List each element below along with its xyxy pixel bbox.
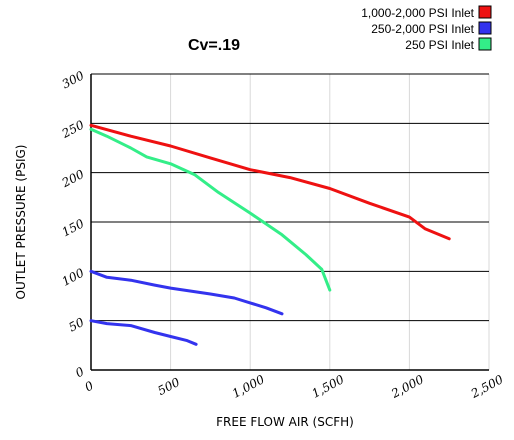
x-tick-labels: 0 500 1,000 1,500 2,000 2,500: [82, 372, 505, 401]
series-line-3: [89, 319, 198, 346]
y-tick-label: 300: [60, 68, 87, 91]
series-line-1: [89, 123, 451, 241]
series-line-4: [89, 127, 332, 292]
series-line-2: [89, 269, 284, 316]
y-tick-label: 50: [66, 315, 86, 335]
y-axis-label: OUTLET PRESSURE (PSIG): [14, 145, 28, 300]
series-lines: [89, 123, 451, 346]
y-tick-label: 0: [73, 364, 87, 380]
y-tick-label: 100: [60, 265, 87, 288]
legend-label: 1,000-2,000 PSI Inlet: [361, 6, 474, 20]
x-tick-label: 2,000: [388, 372, 426, 401]
y-tick-label: 150: [60, 216, 87, 239]
y-tick-labels: 0 50 100 150 200 250 300: [59, 68, 87, 380]
y-tick-label: 250: [59, 117, 87, 141]
legend-label: 250-2,000 PSI Inlet: [371, 22, 474, 36]
x-tick-label: 2,500: [468, 372, 506, 401]
legend-swatch: [478, 37, 492, 51]
legend-swatch: [478, 5, 492, 19]
x-tick-label: 1,500: [309, 372, 346, 401]
x-tick-label: 1,000: [230, 372, 267, 401]
horizontal-gridlines: [91, 73, 489, 322]
legend-label: 250 PSI Inlet: [405, 38, 474, 52]
x-axis-label: FREE FLOW AIR (SCFH): [216, 415, 354, 429]
legend-swatch: [478, 21, 492, 35]
legend: 1,000-2,000 PSI Inlet 250-2,000 PSI Inlet…: [361, 5, 492, 52]
y-tick-label: 200: [59, 167, 87, 191]
x-tick-label: 0: [82, 378, 96, 394]
chart-title: Cv=.19: [188, 37, 240, 54]
x-tick-label: 500: [155, 375, 182, 398]
